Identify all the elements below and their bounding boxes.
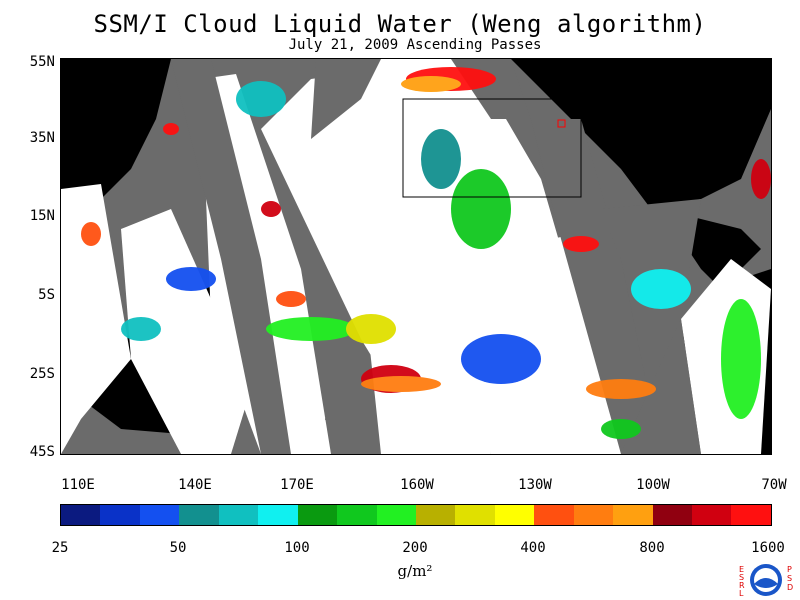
colorbar-label-800: 800: [639, 540, 665, 556]
colorbar-segment: [337, 505, 377, 525]
colorbar-segment: [139, 505, 180, 525]
colorbar-label-25: 25: [51, 540, 69, 556]
colorbar-label-200: 200: [402, 540, 428, 556]
colorbar-segment: [100, 505, 140, 525]
lat-label-15n: 15N: [29, 208, 55, 224]
colorbar-units: g/m²: [397, 562, 433, 580]
svg-text:L: L: [739, 589, 744, 598]
colorbar-segment: [258, 505, 298, 525]
colorbar-segment: [573, 505, 614, 525]
lon-label-160w: 160W: [400, 477, 434, 493]
colorbar-segment: [218, 505, 259, 525]
svg-text:D: D: [787, 583, 793, 592]
svg-text:E: E: [739, 565, 744, 574]
lon-label-170e: 170E: [280, 477, 314, 493]
colorbar-segment: [376, 505, 416, 525]
cloud-water-map: [60, 58, 772, 455]
lon-label-110e: 110E: [61, 477, 95, 493]
colorbar: [60, 504, 772, 526]
colorbar-label-50: 50: [169, 540, 187, 556]
svg-text:R: R: [739, 581, 745, 590]
colorbar-segment: [179, 505, 219, 525]
lat-label-25s: 25S: [29, 366, 55, 382]
colorbar-segment: [731, 505, 771, 525]
noaa-logo: E S R L P S D: [739, 564, 793, 598]
lon-label-100w: 100W: [636, 477, 670, 493]
colorbar-segment: [652, 505, 692, 525]
colorbar-segment: [613, 505, 653, 525]
lon-label-140e: 140E: [178, 477, 212, 493]
colorbar-label-100: 100: [284, 540, 310, 556]
colorbar-segment: [297, 505, 338, 525]
lat-label-5s: 5S: [38, 287, 55, 303]
svg-text:P: P: [787, 565, 792, 574]
lat-label-55n: 55N: [29, 54, 55, 70]
lat-label-45s: 45S: [29, 444, 55, 460]
colorbar-segment: [692, 505, 732, 525]
colorbar-segment: [61, 505, 101, 525]
colorbar-segment: [534, 505, 574, 525]
chart-title: SSM/I Cloud Liquid Water (Weng algorithm…: [93, 10, 707, 38]
colorbar-label-1600: 1600: [751, 540, 785, 556]
svg-text:S: S: [787, 574, 792, 583]
lon-label-130w: 130W: [518, 477, 552, 493]
svg-text:S: S: [739, 573, 744, 582]
colorbar-segment: [415, 505, 456, 525]
chart-subtitle: July 21, 2009 Ascending Passes: [288, 37, 542, 53]
lat-label-35n: 35N: [29, 130, 55, 146]
colorbar-segment: [494, 505, 535, 525]
lon-label-70w: 70W: [761, 477, 787, 493]
colorbar-segment: [455, 505, 495, 525]
map-graphic: [61, 59, 771, 454]
colorbar-label-400: 400: [520, 540, 546, 556]
